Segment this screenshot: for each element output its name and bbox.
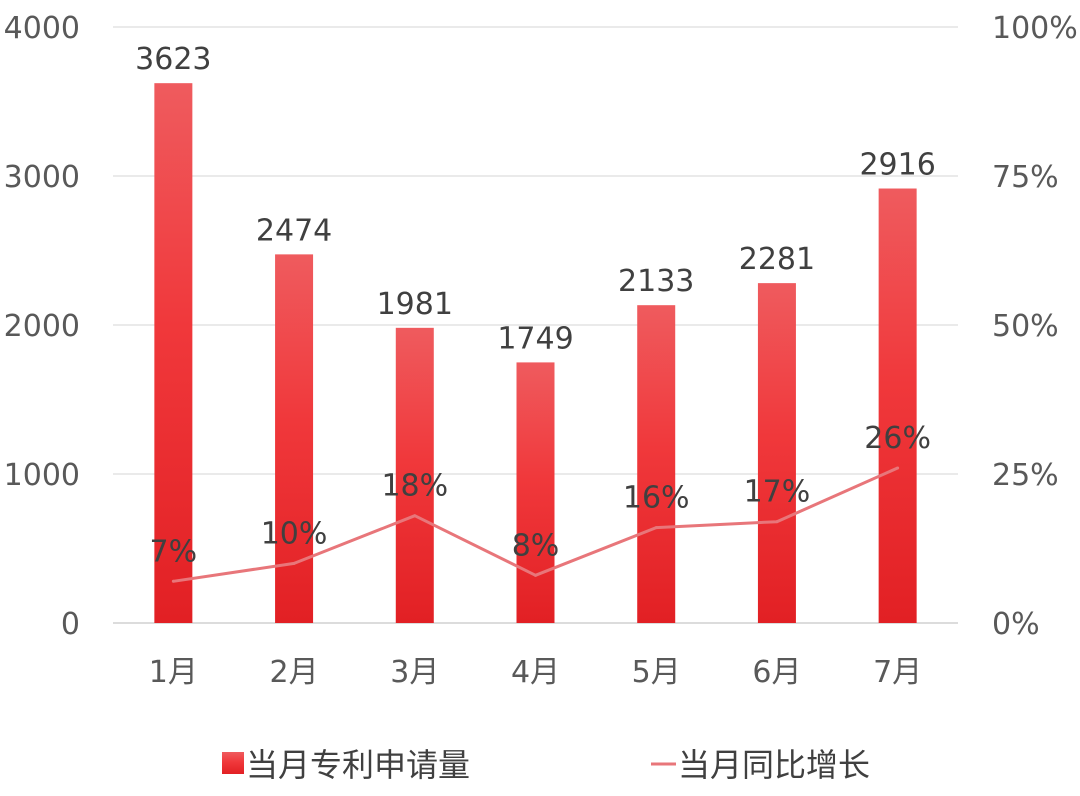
category-axis: 1月 2月 3月 4月 5月 6月 7月 <box>149 655 922 690</box>
bar <box>637 305 676 623</box>
bar-data-label: 2916 <box>859 148 935 183</box>
left-axis-tick-label: 0 <box>61 607 80 642</box>
bar <box>516 362 555 623</box>
bar-data-label: 2133 <box>618 264 694 299</box>
line-point <box>775 520 779 524</box>
legend: 当月专利申请量 当月同比增长 <box>222 746 870 784</box>
right-axis-tick-label: 25% <box>992 458 1059 493</box>
line-point <box>896 466 900 470</box>
bar-data-label: 3623 <box>135 42 211 77</box>
category-label: 6月 <box>752 655 801 690</box>
bar-data-label: 1981 <box>377 287 453 322</box>
category-label: 4月 <box>511 655 560 690</box>
bar-data-label: 2474 <box>256 213 332 248</box>
legend-bar-swatch <box>222 752 244 774</box>
right-axis-tick-label: 100% <box>992 11 1078 46</box>
line-point <box>413 514 417 518</box>
right-axis-tick-label: 50% <box>992 309 1059 344</box>
bar <box>275 254 314 623</box>
legend-line-label: 当月同比增长 <box>678 746 870 784</box>
left-axis-tick-label: 2000 <box>4 309 80 344</box>
gridlines <box>113 26 958 624</box>
left-axis-tick-label: 1000 <box>4 458 80 493</box>
line-point <box>171 579 175 583</box>
right-axis-tick-label: 0% <box>992 607 1040 642</box>
left-axis-tick-label: 4000 <box>4 11 80 46</box>
category-label: 3月 <box>390 655 439 690</box>
line-data-label: 18% <box>381 469 448 504</box>
left-axis: 0 1000 2000 3000 4000 <box>4 11 80 642</box>
line-point <box>654 526 658 530</box>
bar-series: 3623 2474 1981 1749 2133 2281 2916 <box>135 42 936 624</box>
legend-bar-label: 当月专利申请量 <box>246 746 470 784</box>
category-label: 2月 <box>270 655 319 690</box>
right-axis-tick-label: 75% <box>992 160 1059 195</box>
line-point <box>534 573 537 577</box>
line-data-label: 8% <box>512 528 560 563</box>
bar <box>878 188 917 624</box>
category-label: 7月 <box>873 655 922 690</box>
bar-data-label: 1749 <box>497 321 573 356</box>
line-data-label: 7% <box>150 534 198 569</box>
line-point <box>292 561 296 565</box>
category-label: 1月 <box>149 655 198 690</box>
bar <box>757 283 796 623</box>
bar <box>154 83 193 624</box>
line-data-label: 10% <box>261 516 328 551</box>
line-data-label: 26% <box>864 421 931 456</box>
bar <box>395 327 434 623</box>
line-series: 7% 10% 18% 8% 16% 17% 26% <box>150 421 931 583</box>
right-axis: 0% 25% 50% 75% 100% <box>992 11 1078 642</box>
category-label: 5月 <box>632 655 681 690</box>
left-axis-tick-label: 3000 <box>4 160 80 195</box>
line-data-label: 17% <box>744 475 811 510</box>
bar-data-label: 2281 <box>739 242 815 277</box>
line-data-label: 16% <box>623 481 690 516</box>
